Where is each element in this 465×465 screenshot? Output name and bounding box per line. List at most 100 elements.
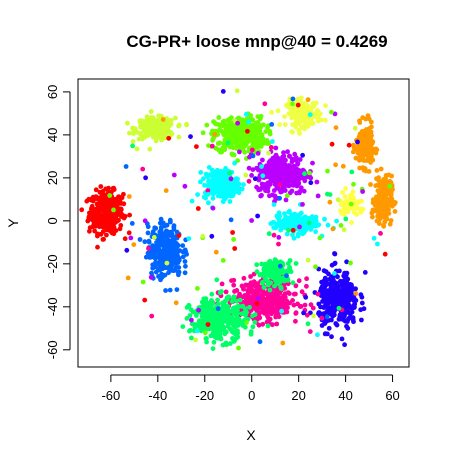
data-point <box>148 109 154 114</box>
data-point <box>338 208 343 214</box>
data-point <box>301 310 306 316</box>
data-point <box>277 195 282 201</box>
data-point <box>174 287 180 292</box>
data-point <box>335 302 341 308</box>
data-point <box>149 131 155 137</box>
data-point <box>316 301 322 307</box>
data-point <box>206 179 211 185</box>
data-point <box>162 223 168 229</box>
x-axis-label: X <box>246 427 256 443</box>
data-point <box>277 218 282 223</box>
data-point <box>254 165 260 171</box>
data-point <box>290 96 296 102</box>
data-point <box>254 134 260 140</box>
data-point <box>263 298 269 304</box>
data-point <box>366 156 371 161</box>
data-point <box>267 182 273 187</box>
data-point <box>253 305 259 311</box>
data-point <box>159 137 164 143</box>
data-point <box>104 232 109 238</box>
data-point <box>229 151 235 157</box>
data-point <box>142 297 148 303</box>
data-point <box>125 275 131 281</box>
data-point <box>325 168 330 174</box>
data-point <box>217 332 223 338</box>
data-point <box>194 311 199 317</box>
data-point <box>127 212 132 218</box>
data-point <box>216 115 222 120</box>
data-point <box>142 218 148 224</box>
data-point <box>332 271 337 276</box>
data-point <box>206 165 212 170</box>
data-point <box>340 163 346 169</box>
data-point <box>111 225 117 230</box>
data-point <box>305 321 311 327</box>
data-point <box>329 274 334 280</box>
data-point <box>220 311 226 316</box>
data-point <box>234 88 240 94</box>
data-point <box>194 144 199 150</box>
data-point <box>332 111 338 117</box>
data-point <box>210 195 216 201</box>
data-point <box>326 298 331 304</box>
data-point <box>340 190 345 195</box>
data-point <box>162 253 168 259</box>
data-point <box>267 316 273 322</box>
data-point <box>388 190 394 195</box>
data-point <box>186 302 192 308</box>
data-point <box>239 123 244 129</box>
data-point <box>210 205 216 211</box>
data-point <box>277 122 282 127</box>
data-point <box>297 189 303 194</box>
data-point <box>129 221 135 226</box>
data-point <box>275 108 281 114</box>
data-point <box>195 206 201 211</box>
data-point <box>236 345 241 351</box>
data-point <box>202 182 207 188</box>
data-point <box>339 282 344 287</box>
data-point <box>142 128 148 134</box>
data-point <box>286 103 291 109</box>
data-point <box>289 179 294 185</box>
data-point <box>137 118 143 124</box>
data-point <box>232 139 238 145</box>
data-point <box>296 278 302 284</box>
data-point <box>267 292 273 298</box>
data-point <box>276 235 282 240</box>
data-point <box>227 341 233 346</box>
data-point <box>374 168 380 173</box>
data-point <box>288 221 293 226</box>
data-point <box>249 283 254 289</box>
data-point <box>344 259 349 265</box>
data-point <box>351 142 356 148</box>
data-point <box>153 138 159 144</box>
data-point <box>277 279 283 285</box>
data-point <box>249 147 255 153</box>
data-point <box>230 336 235 341</box>
data-point <box>208 333 214 339</box>
data-point <box>203 171 209 177</box>
data-point <box>260 157 265 163</box>
data-point <box>341 211 347 217</box>
data-point <box>144 114 150 120</box>
data-point <box>130 143 136 149</box>
data-point <box>273 258 279 264</box>
data-point <box>174 241 179 246</box>
y-axis: -60 -40 -20 0 20 40 60 <box>45 85 71 359</box>
data-point <box>215 306 221 312</box>
data-point <box>227 315 233 321</box>
data-point <box>371 235 377 241</box>
data-point <box>315 332 320 338</box>
data-point <box>201 176 206 182</box>
data-point <box>322 319 327 324</box>
data-point <box>313 217 318 223</box>
data-point <box>145 125 151 131</box>
data-point <box>220 189 226 195</box>
data-point <box>300 202 305 207</box>
data-point <box>232 160 238 166</box>
data-point <box>160 266 166 272</box>
data-point <box>350 194 356 200</box>
data-point <box>291 302 297 308</box>
data-point <box>270 267 276 273</box>
data-point <box>313 264 318 270</box>
